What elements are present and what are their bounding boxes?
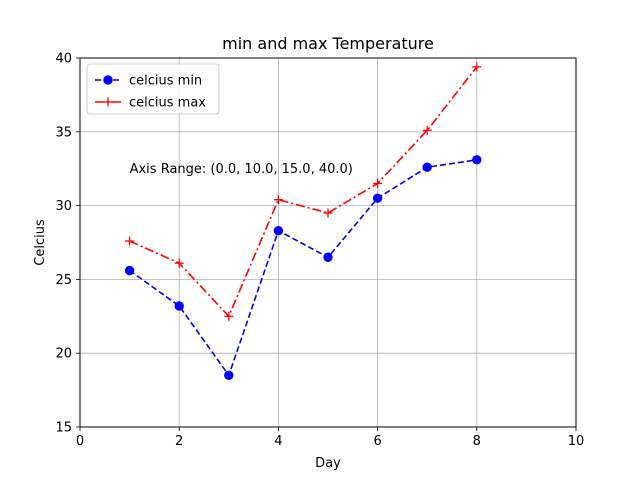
y-tick-label: 25 xyxy=(55,273,72,288)
data-point xyxy=(323,252,333,262)
series-celcius-min xyxy=(124,155,482,381)
y-tick-label: 35 xyxy=(55,125,72,140)
data-point xyxy=(174,301,184,311)
data-point xyxy=(224,370,234,381)
x-tick-label: 10 xyxy=(568,434,585,449)
x-tick-label: 2 xyxy=(175,434,183,449)
data-point xyxy=(422,125,432,135)
ticks: 0 2 4 6 8 10 15 20 25 30 35 40 xyxy=(55,52,584,450)
y-tick-label: 30 xyxy=(55,199,72,214)
legend-label: celcius max xyxy=(129,96,206,111)
x-tick-label: 8 xyxy=(473,434,481,449)
x-tick-label: 4 xyxy=(274,434,282,449)
y-tick-label: 20 xyxy=(55,347,72,362)
legend-entry: celcius max xyxy=(95,96,206,111)
data-point xyxy=(373,178,383,188)
series-line xyxy=(129,66,478,318)
series-celcius-max xyxy=(125,62,482,321)
y-tick-label: 15 xyxy=(55,421,72,436)
y-axis-label: Celcius xyxy=(33,219,48,266)
data-point xyxy=(372,193,383,203)
data-point xyxy=(174,258,184,268)
legend-entry: celcius min xyxy=(95,74,202,89)
plot-frame xyxy=(79,57,577,428)
axis-range-annotation: Axis Range: (0.0, 10.0, 15.0, 40.0) xyxy=(130,162,353,177)
data-point xyxy=(472,155,482,165)
chart-title: min and max Temperature xyxy=(222,34,434,53)
legend-label: celcius min xyxy=(129,74,202,89)
x-tick-label: 6 xyxy=(373,434,381,449)
legend-marker xyxy=(103,75,113,85)
grid xyxy=(79,57,577,428)
x-axis-label: Day xyxy=(315,456,341,471)
legend: celcius min celcius max xyxy=(86,63,220,115)
data-point xyxy=(323,208,333,218)
legend-marker xyxy=(103,97,113,107)
data-point xyxy=(224,311,234,321)
series-layer xyxy=(124,62,482,381)
data-point xyxy=(472,62,482,72)
y-tick-label: 40 xyxy=(55,52,72,67)
data-point xyxy=(125,236,135,246)
data-point xyxy=(273,225,284,236)
x-tick-label: 0 xyxy=(76,434,84,449)
series-line xyxy=(129,159,477,378)
data-point xyxy=(273,195,283,205)
data-point xyxy=(422,162,432,172)
data-point xyxy=(124,265,135,276)
